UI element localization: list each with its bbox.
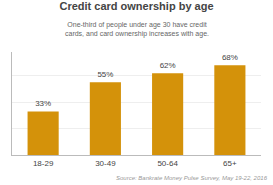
svg-text:Credit card ownership by age: Credit card ownership by age xyxy=(59,0,213,12)
svg-text:18-29: 18-29 xyxy=(33,159,54,168)
svg-text:30-49: 30-49 xyxy=(95,159,116,168)
svg-text:65+: 65+ xyxy=(223,159,237,168)
svg-text:68%: 68% xyxy=(222,53,238,62)
svg-text:One-third of people under age: One-third of people under age 30 have cr… xyxy=(65,21,209,38)
svg-text:Source: Bankrate Money Pulse S: Source: Bankrate Money Pulse Survey, May… xyxy=(116,175,268,181)
svg-text:33%: 33% xyxy=(35,99,51,108)
svg-text:62%: 62% xyxy=(160,61,176,70)
svg-text:50-64: 50-64 xyxy=(157,159,178,168)
svg-text:55%: 55% xyxy=(97,70,113,79)
